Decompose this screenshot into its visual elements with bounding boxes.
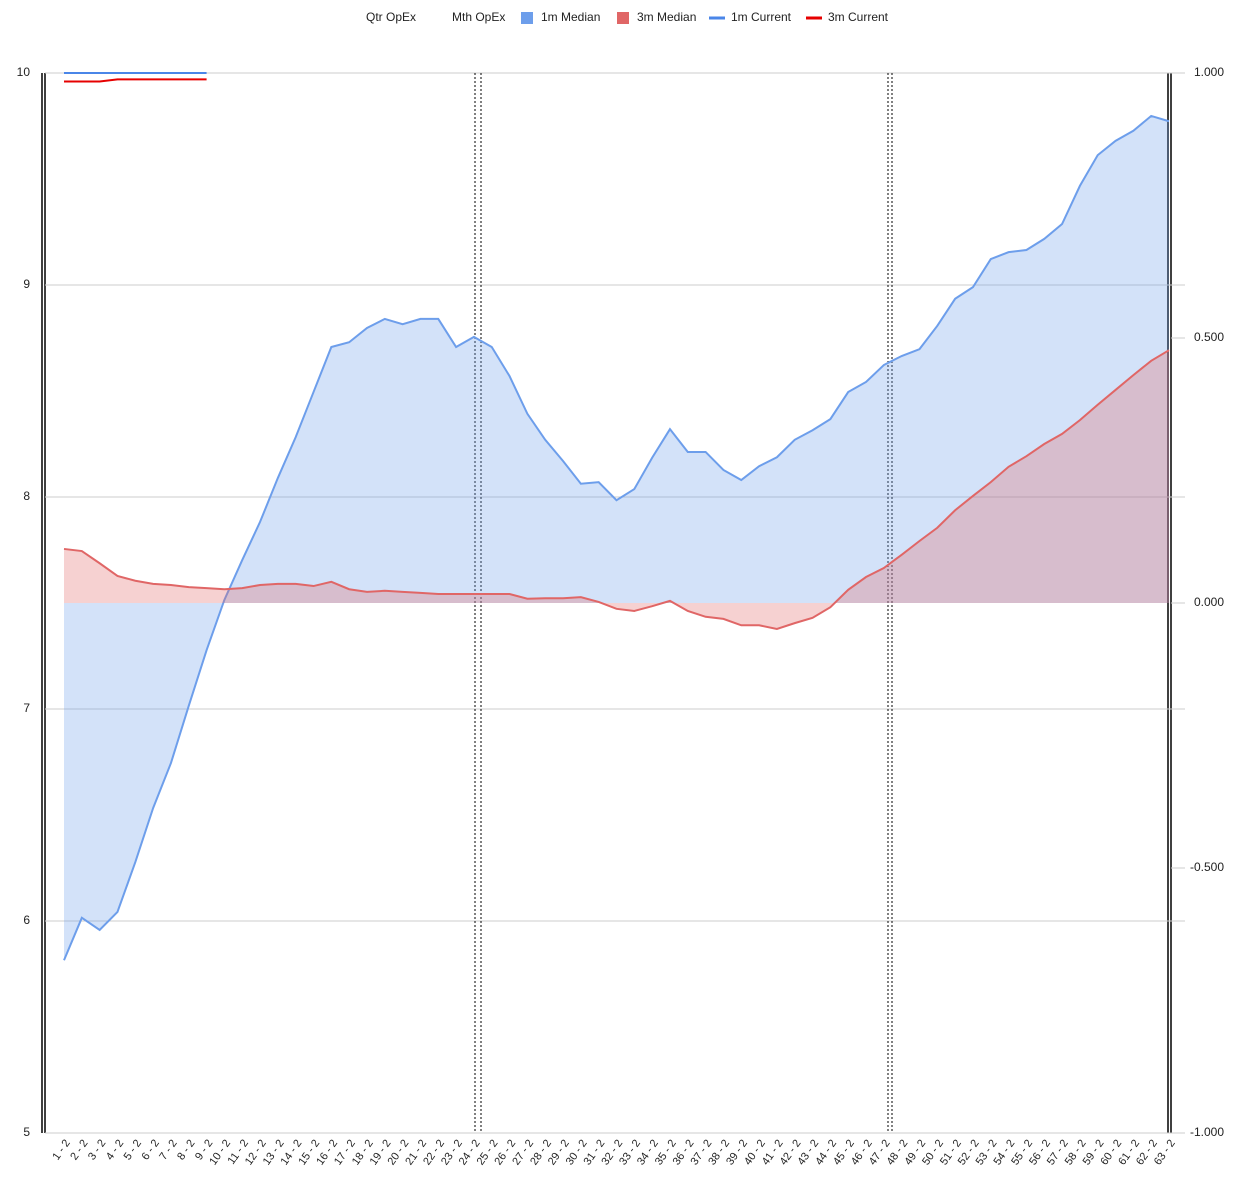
y2-tick-label: -1.000 bbox=[1190, 1125, 1224, 1139]
area-line bbox=[63, 349, 1170, 631]
x-tick-label: 1 - 2 bbox=[50, 1138, 72, 1163]
legend-swatch bbox=[521, 12, 533, 24]
x-tick-label: 6 - 2 bbox=[139, 1138, 161, 1163]
legend-label: 3m Current bbox=[828, 10, 889, 24]
y-tick-label: 5 bbox=[23, 1125, 30, 1139]
grid bbox=[45, 72, 1185, 1134]
y-tick-label: 9 bbox=[23, 277, 30, 291]
y-tick-label: 7 bbox=[23, 701, 30, 715]
y2-tick-label: 0.500 bbox=[1194, 330, 1224, 344]
x-tick-label: 3 - 2 bbox=[86, 1138, 108, 1163]
area-fill bbox=[64, 115, 1169, 961]
y2-tick-label: -0.500 bbox=[1190, 860, 1224, 874]
line bbox=[64, 78, 207, 83]
legend-label: Mth OpEx bbox=[452, 10, 505, 24]
legend-label: Qtr OpEx bbox=[366, 10, 416, 24]
y-tick-label: 6 bbox=[23, 913, 30, 927]
x-tick-label: 7 - 2 bbox=[157, 1138, 179, 1163]
x-tick-label: 4 - 2 bbox=[104, 1138, 126, 1163]
legend-swatch bbox=[617, 12, 629, 24]
x-tick-label: 2 - 2 bbox=[68, 1138, 90, 1163]
y-tick-label: 8 bbox=[23, 489, 30, 503]
area-line bbox=[63, 114, 1170, 961]
y2-tick-label: 1.000 bbox=[1194, 65, 1224, 79]
y-tick-label: 10 bbox=[17, 65, 31, 79]
legend-label: 1m Median bbox=[541, 10, 600, 24]
area-fill bbox=[64, 350, 1169, 629]
y2-tick-label: 0.000 bbox=[1194, 595, 1224, 609]
x-tick-label: 5 - 2 bbox=[122, 1138, 144, 1163]
legend-label: 3m Median bbox=[637, 10, 696, 24]
legend-label: 1m Current bbox=[731, 10, 792, 24]
x-tick-label: 8 - 2 bbox=[175, 1138, 197, 1163]
